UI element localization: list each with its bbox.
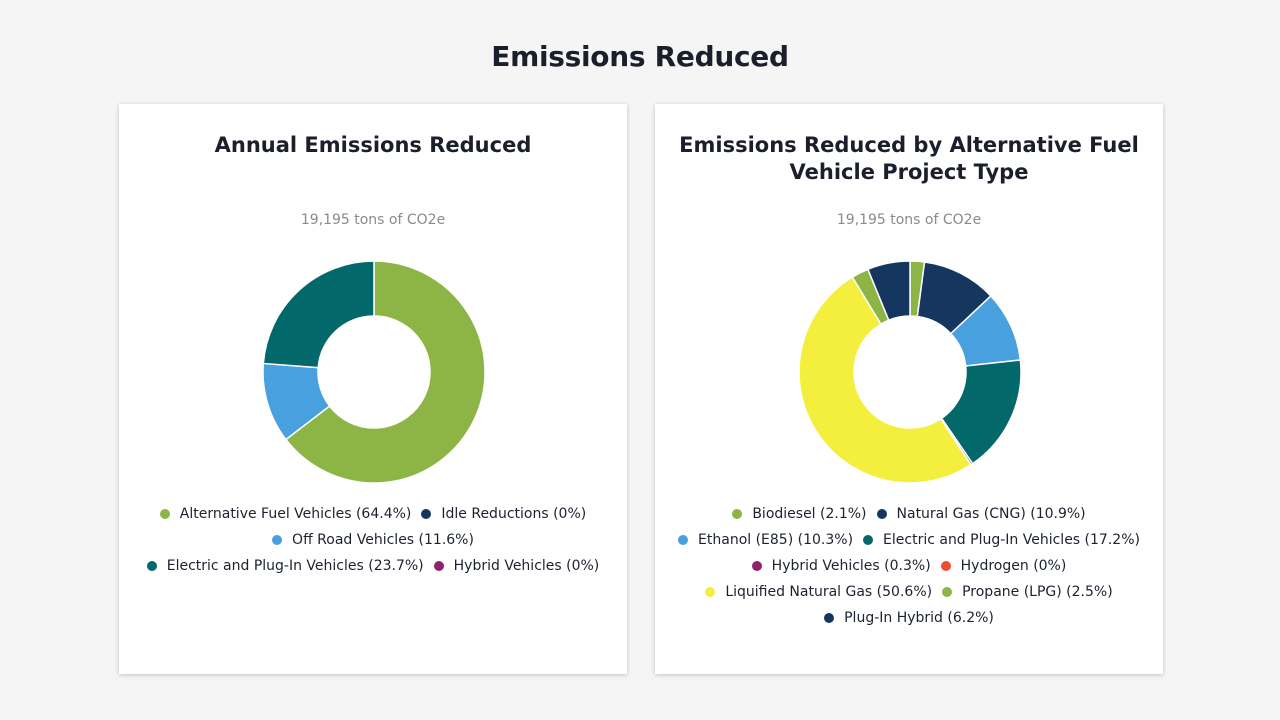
legend-item-off-road-vehicles[interactable]: Off Road Vehicles (11.6%) — [272, 530, 474, 550]
legend-label: Biodiesel (2.1%) — [752, 506, 867, 522]
chart-title: Emissions Reduced by Alternative Fuel Ve… — [679, 133, 1139, 184]
slice-alternative-fuel-vehicles[interactable] — [285, 260, 486, 484]
legend-marker — [678, 535, 689, 545]
legend-marker — [705, 587, 716, 597]
legend-label: Off Road Vehicles (11.6%) — [292, 532, 474, 548]
legend-item-natural-gas-cng[interactable]: Natural Gas (CNG) (10.9%) — [876, 504, 1086, 524]
legend-label: Liquified Natural Gas (50.6%) — [725, 584, 933, 600]
legend-marker — [863, 535, 874, 545]
legend-label: Electric and Plug-In Vehicles (23.7%) — [166, 558, 424, 574]
legend-label: Hydrogen (0%) — [960, 558, 1067, 574]
legend-marker — [876, 509, 887, 519]
legend-label: Hybrid Vehicles (0%) — [453, 558, 600, 574]
legend-item-biodiesel[interactable]: Biodiesel (2.1%) — [732, 504, 867, 524]
legend-item-hybrid-vehicles[interactable]: Hybrid Vehicles (0%) — [433, 556, 600, 576]
legend-item-hybrid-vehicles[interactable]: Hybrid Vehicles (0.3%) — [751, 556, 931, 576]
legend-label: Electric and Plug-In Vehicles (17.2%) — [883, 532, 1140, 548]
donut-chart-annual — [262, 260, 486, 484]
legend-marker — [146, 561, 157, 571]
project-type-card: Emissions Reduced by Alternative Fuel Ve… — [655, 104, 1163, 674]
legend-label: Alternative Fuel Vehicles (64.4%) — [179, 506, 412, 522]
legend-label: Ethanol (E85) (10.3%) — [698, 532, 854, 548]
annual-emissions-card: Annual Emissions Reduced 19,195 tons of … — [119, 104, 627, 674]
legend-item-electric-and-plug-in-vehicles[interactable]: Electric and Plug-In Vehicles (23.7%) — [146, 556, 424, 576]
legend-label: Propane (LPG) (2.5%) — [962, 584, 1113, 600]
chart-subtitle: 19,195 tons of CO2e — [836, 212, 982, 228]
slice-plug-in-hybrid[interactable] — [867, 260, 911, 321]
legend-label: Hybrid Vehicles (0.3%) — [771, 558, 931, 574]
legend-marker — [824, 613, 835, 623]
slice-liquified-natural-gas[interactable] — [798, 276, 972, 484]
page-title: Emissions Reduced — [491, 40, 789, 73]
legend-marker — [433, 561, 444, 571]
legend-item-plug-in-hybrid[interactable]: Plug-In Hybrid (6.2%) — [824, 608, 994, 628]
legend-label: Natural Gas (CNG) (10.9%) — [896, 506, 1086, 522]
legend-marker — [751, 561, 762, 571]
legend-marker — [272, 535, 283, 545]
legend-item-alternative-fuel-vehicles[interactable]: Alternative Fuel Vehicles (64.4%) — [159, 504, 412, 524]
legend-item-liquified-natural-gas[interactable]: Liquified Natural Gas (50.6%) — [705, 582, 932, 602]
donut-chart-project-type — [798, 260, 1022, 484]
chart-title: Annual Emissions Reduced — [214, 133, 532, 157]
legend-marker — [942, 587, 953, 597]
legend-marker — [159, 509, 170, 519]
chart-subtitle: 19,195 tons of CO2e — [300, 212, 446, 228]
legend-marker — [940, 561, 951, 571]
legend-item-propane-lpg[interactable]: Propane (LPG) (2.5%) — [942, 582, 1113, 602]
legend-marker — [421, 509, 432, 519]
legend-item-ethanol-e85[interactable]: Ethanol (E85) (10.3%) — [678, 530, 853, 550]
legend-label: Plug-In Hybrid (6.2%) — [844, 610, 994, 626]
chart-legend: Alternative Fuel Vehicles (64.4%) Idle Re… — [129, 504, 617, 576]
legend-marker — [732, 509, 743, 519]
chart-legend: Biodiesel (2.1%) Natural Gas (CNG) (10.9%… — [665, 504, 1153, 628]
slice-electric-and-plug-in-vehicles[interactable] — [262, 260, 375, 369]
legend-item-electric-and-plug-in-vehicles[interactable]: Electric and Plug-In Vehicles (17.2%) — [863, 530, 1140, 550]
legend-label: Idle Reductions (0%) — [441, 506, 587, 522]
legend-item-idle-reductions[interactable]: Idle Reductions (0%) — [421, 504, 586, 524]
legend-item-hydrogen[interactable]: Hydrogen (0%) — [940, 556, 1067, 576]
